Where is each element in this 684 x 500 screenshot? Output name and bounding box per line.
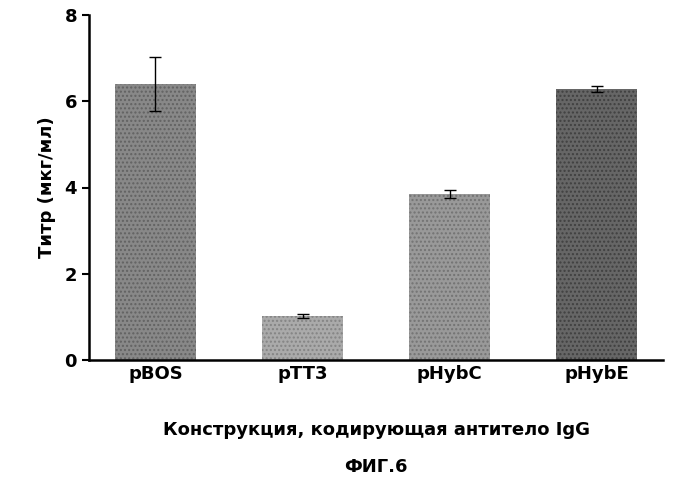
Y-axis label: Титр (мкг/мл): Титр (мкг/мл) (38, 116, 56, 258)
Bar (115, 84, 196, 360)
Text: Конструкция, кодирующая антитело IgG: Конструкция, кодирующая антитело IgG (163, 421, 590, 439)
Bar (557, 89, 637, 360)
Bar (262, 316, 343, 360)
Text: ФИГ.6: ФИГ.6 (345, 458, 408, 476)
Bar (409, 194, 490, 360)
